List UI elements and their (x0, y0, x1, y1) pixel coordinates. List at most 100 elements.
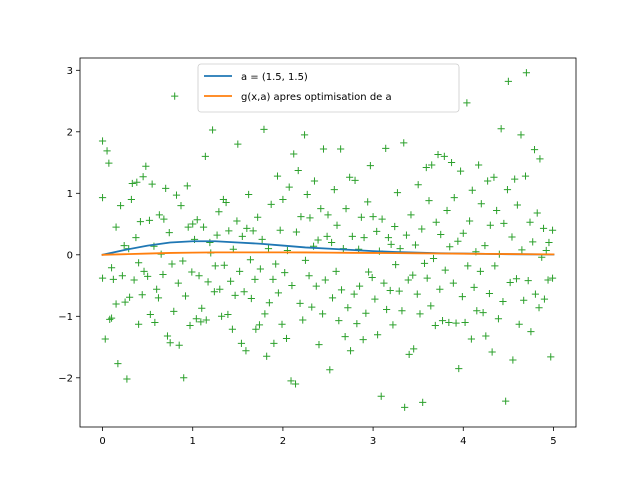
legend-box (197, 63, 460, 113)
scatter-point (116, 202, 125, 210)
series-line-1 (101, 251, 555, 256)
scatter-point (544, 276, 552, 284)
scatter-point (319, 145, 328, 153)
scatter-point (208, 126, 217, 134)
scatter-point (166, 339, 174, 347)
scatter-point (465, 217, 474, 225)
scatter-point (500, 219, 508, 228)
scatter-point (107, 314, 116, 322)
scatter-point (171, 92, 179, 100)
scatter-point (154, 294, 163, 302)
scatter-point (360, 233, 368, 242)
scatter-point (438, 317, 447, 325)
scatter-point (121, 298, 129, 306)
scatter-point (396, 245, 404, 253)
x-tick-label: 5 (550, 436, 556, 447)
scatter-point (270, 339, 278, 347)
x-tick-label: 2 (280, 436, 286, 447)
scatter-point (494, 315, 503, 323)
scatter-point (255, 321, 264, 329)
scatter-point (267, 200, 275, 208)
scatter-point (351, 176, 359, 184)
scatter-point (350, 290, 358, 298)
scatter-point (337, 286, 346, 294)
scatter-point (378, 215, 386, 223)
scatter-point (252, 325, 260, 333)
lines-layer (101, 240, 555, 256)
scatter-point (139, 173, 147, 181)
scatter-point (160, 215, 168, 223)
scatter-point (145, 216, 154, 224)
scatter-point (366, 162, 374, 170)
scatter-point (153, 285, 161, 293)
scatter-point (206, 238, 214, 247)
scatter-point (159, 270, 167, 279)
scatter-point (314, 236, 322, 244)
scatter-point (142, 162, 150, 170)
scatter-point (201, 152, 209, 160)
scatter-point (513, 201, 521, 209)
scatter-point (536, 155, 544, 163)
scatter-point (300, 131, 309, 139)
scatter-point (251, 275, 259, 283)
scatter-point (497, 125, 505, 133)
scatter-point (348, 232, 356, 240)
scatter-point (172, 191, 181, 199)
legend-label: g(x,a) apres optimisation de a (241, 92, 392, 103)
scatter-point (456, 167, 465, 175)
scatter-point (419, 398, 427, 406)
scatter-point (202, 316, 210, 324)
scatter-point (273, 172, 282, 180)
scatter-point (542, 246, 550, 255)
scatter-point (236, 267, 244, 276)
scatter-point (220, 261, 228, 269)
x-tick-label: 3 (370, 436, 376, 447)
scatter-point (374, 331, 382, 339)
scatter-point (529, 238, 537, 246)
scatter-point (249, 227, 257, 235)
scatter-point (455, 364, 463, 373)
scatter-point (545, 238, 553, 247)
scatter-point (231, 291, 239, 299)
scatter-point (175, 341, 183, 349)
scatter-point (484, 177, 492, 185)
scatter-point (227, 277, 235, 285)
scatter-point (285, 183, 293, 191)
scatter-point (425, 197, 433, 205)
scatter-point (328, 294, 337, 302)
scatter-point (446, 243, 454, 251)
scatter-point (391, 222, 399, 231)
scatter-point (211, 262, 219, 270)
scatter-point (482, 332, 490, 340)
scatter-point (261, 310, 269, 318)
scatter-point (401, 403, 409, 411)
scatter-point (479, 309, 487, 317)
scatter-point (449, 279, 457, 287)
scatter-point (323, 232, 331, 240)
scatter-point (258, 235, 266, 244)
scatter-point (165, 229, 173, 237)
scatter-point (364, 268, 373, 276)
scatter-point (420, 259, 429, 268)
scatter-point (504, 77, 512, 85)
scatter-point (215, 208, 223, 216)
scatter-point (306, 214, 314, 222)
scatter-point (326, 366, 334, 374)
scatter-point (527, 328, 535, 336)
scatter-point (540, 295, 549, 303)
scatter-point (301, 256, 310, 264)
scatter-point (463, 99, 471, 107)
scatter-point (522, 69, 530, 77)
scatter-point (450, 194, 458, 202)
scatter-point (146, 310, 154, 319)
scatter-layer (98, 69, 557, 411)
scatter-point (364, 198, 372, 206)
scatter-point (416, 310, 424, 318)
y-tick-label: 1 (67, 189, 73, 200)
y-tick-label: 3 (67, 66, 73, 77)
scatter-point (106, 315, 114, 323)
scatter-point (355, 282, 364, 290)
scatter-point (518, 246, 526, 254)
scatter-point (333, 221, 341, 229)
scatter-point (305, 272, 313, 280)
